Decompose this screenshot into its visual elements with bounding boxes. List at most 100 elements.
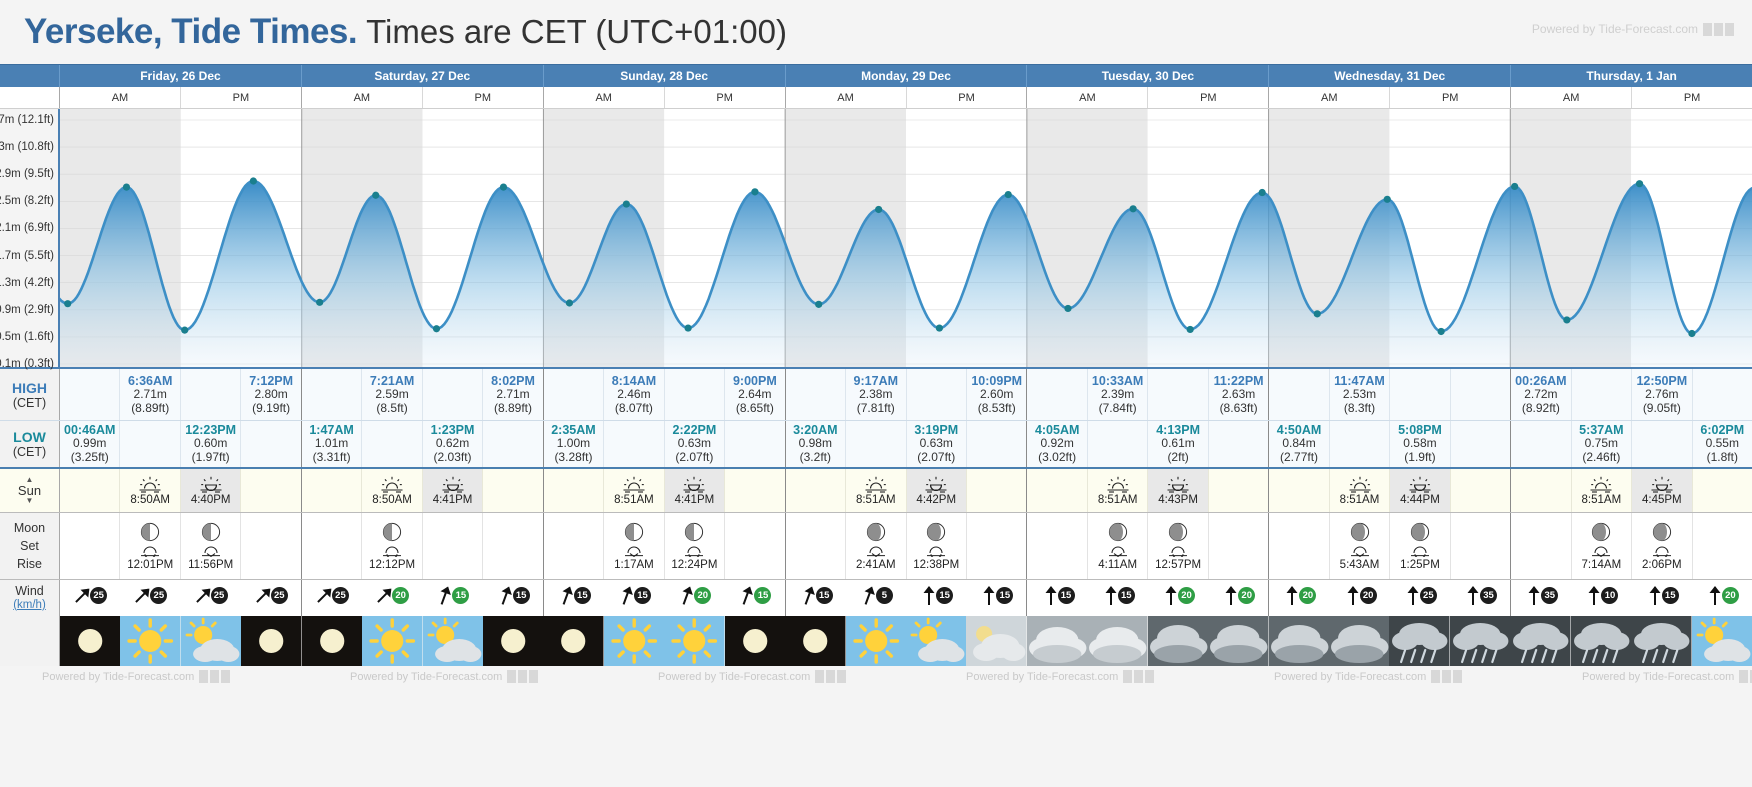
low-cell	[1511, 421, 1572, 467]
wind-direction-arrow-icon: 25	[315, 584, 349, 612]
weather-cell	[724, 616, 786, 666]
low-cell	[483, 421, 542, 467]
wind-cell: 15	[966, 580, 1026, 616]
footer-watermark-text: Powered by Tide-Forecast.com	[42, 670, 195, 683]
weather-rain-icon	[1389, 616, 1450, 666]
low-cell	[120, 421, 181, 467]
moon-label-text: Moon	[13, 520, 46, 535]
sun-up-arrow-icon: ▲	[25, 475, 34, 484]
high-height-m: 2.63m	[1221, 386, 1256, 401]
high-height-ft: (7.84ft)	[1098, 400, 1137, 415]
high-time: 7:12PM	[249, 373, 294, 388]
sun-day-5: 8:51AM 4:44PM	[1269, 469, 1512, 512]
wind-cell: 25	[180, 580, 240, 616]
sun-day-3: 8:51AM 4:42PM	[786, 469, 1028, 512]
low-cell: 5:08PM 0.58m (1.9ft)	[1390, 421, 1451, 467]
moonrise-time: 11:56PM	[188, 558, 234, 571]
low-height-m: 0.61m	[1161, 436, 1195, 451]
moonrise-time: 4:11AM	[1098, 558, 1138, 571]
wind-cell: 35	[1511, 580, 1571, 616]
moon-cell	[1511, 513, 1572, 579]
low-day-2: 2:35AM 1.00m (3.28ft) 2:22PM 0.63m (2.07ft)	[544, 421, 786, 467]
moon-cell	[1209, 513, 1268, 579]
moon-cell	[302, 513, 363, 579]
wind-speed-badge: 25	[331, 587, 349, 604]
moonrise-time: 2:41AM	[855, 558, 896, 571]
moon-phase-waxing-gibbous-icon	[1108, 522, 1127, 541]
moonrise-icon	[201, 545, 220, 557]
moonset-icon	[1169, 545, 1188, 557]
am-label: AM	[60, 87, 181, 108]
high-cell	[60, 369, 121, 420]
high-height-ft: (8.5ft)	[376, 400, 408, 415]
moon-phase-waxing-gibbous-icon	[1169, 522, 1188, 541]
low-height-ft: (1.9ft)	[1404, 450, 1436, 465]
high-cell	[1693, 369, 1752, 420]
sun-cell	[1269, 469, 1330, 512]
high-height-m: 2.46m	[617, 386, 651, 401]
high-cell	[544, 369, 605, 420]
wind-cell: 15	[483, 580, 543, 616]
low-cell	[241, 421, 300, 467]
moonset-time: 12:57PM	[1155, 558, 1202, 571]
y-axis-tick-label: 2.5m (8.2ft)	[0, 195, 54, 208]
high-time: 6:36AM	[127, 373, 173, 388]
day-header-5: Wednesday, 31 Dec	[1269, 65, 1512, 87]
moon-cell	[483, 513, 542, 579]
wind-direction-arrow-icon: 15	[617, 584, 652, 612]
high-day-5: 11:47AM 2.53m (8.3ft)	[1269, 369, 1512, 420]
wind-unit-link[interactable]: (km/h)	[13, 598, 46, 611]
sunset-time: 4:44PM	[1400, 493, 1440, 506]
sun-cell: 4:41PM	[664, 469, 726, 512]
footer-watermark-strip: Powered by Tide-Forecast.com Powered by T…	[42, 666, 1752, 688]
weather-day-0	[60, 616, 302, 666]
wind-direction-arrow-icon: 15	[1645, 584, 1679, 612]
high-height-ft: (9.19ft)	[252, 400, 291, 415]
low-height-m: 0.75m	[1584, 436, 1619, 451]
wind-direction-arrow-icon: 10	[1584, 584, 1619, 612]
sun-day-0: 8:50AM 4:40PM	[60, 469, 302, 512]
moon-phase-first-quarter-icon	[624, 522, 644, 541]
low-height-ft: (3.2ft)	[799, 450, 831, 465]
low-time: 1:23PM	[430, 423, 475, 438]
wind-speed-badge: 15	[512, 587, 530, 604]
moon-rise-label: Rise	[16, 557, 42, 572]
moon-phase-waxing-gibbous-icon	[1410, 522, 1430, 541]
high-height-ft: (8.63ft)	[1219, 400, 1258, 415]
am-label: AM	[786, 87, 907, 108]
low-day-6: 5:37AM 0.75m (2.46ft) 6:02PM 0.55m (1.8ft)	[1511, 421, 1752, 467]
high-height-ft: (8.89ft)	[493, 400, 532, 415]
wind-speed-badge: 35	[1541, 587, 1559, 604]
moonset-time: 12:01PM	[127, 558, 174, 571]
footer-watermark-text: Powered by Tide-Forecast.com	[1274, 670, 1427, 683]
wind-day-2: 15 15 20 15	[544, 580, 786, 616]
wind-direction-arrow-icon: 25	[73, 584, 108, 612]
low-cell	[725, 421, 784, 467]
moon-cell: 12:24PM	[665, 513, 726, 579]
sun-row-label: ▲ Sun ▼	[0, 469, 60, 512]
high-height-m: 2.80m	[254, 386, 288, 401]
wind-cell: 10	[1571, 580, 1631, 616]
low-height-m: 0.92m	[1040, 436, 1074, 451]
sun-day-6: 8:51AM 4:45PM	[1511, 469, 1752, 512]
am-label: AM	[302, 87, 423, 108]
sun-cell: 8:51AM	[1572, 469, 1633, 512]
wind-direction-arrow-icon: 20	[375, 584, 410, 612]
high-height-m: 2.59m	[375, 386, 409, 401]
low-cell	[1330, 421, 1391, 467]
moonrise-time: 7:14AM	[1581, 558, 1622, 571]
moonset-icon	[141, 545, 160, 557]
sunrise-icon	[865, 476, 887, 493]
pm-label: PM	[232, 91, 250, 104]
weather-cell	[966, 616, 1027, 666]
sun-cell: 8:50AM	[120, 469, 181, 512]
sunset-time: 4:40PM	[190, 493, 231, 506]
weather-sun-clear-icon	[664, 616, 725, 666]
wind-cell: 20	[1692, 580, 1752, 616]
ampm-day-5: AM PM	[1269, 87, 1512, 108]
timezone-note: Times are CET (UTC+01:00)	[366, 13, 787, 50]
am-label: AM	[1027, 87, 1149, 108]
weather-cell	[1570, 616, 1632, 666]
weather-moon-clear-icon	[785, 616, 846, 666]
